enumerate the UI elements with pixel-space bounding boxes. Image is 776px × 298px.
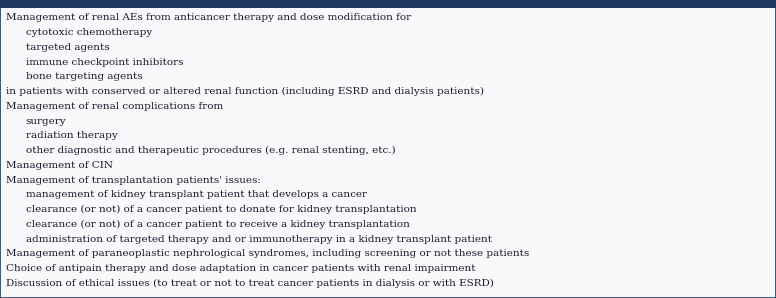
Text: Management of transplantation patients' issues:: Management of transplantation patients' …: [6, 176, 261, 184]
Text: Management of renal complications from: Management of renal complications from: [6, 102, 223, 111]
Text: Management of paraneoplastic nephrological syndromes, including screening or not: Management of paraneoplastic nephrologic…: [6, 249, 529, 258]
FancyBboxPatch shape: [0, 0, 776, 8]
Text: management of kidney transplant patient that develops a cancer: management of kidney transplant patient …: [26, 190, 366, 199]
Text: targeted agents: targeted agents: [26, 43, 109, 52]
Text: radiation therapy: radiation therapy: [26, 131, 117, 140]
Text: Discussion of ethical issues (to treat or not to treat cancer patients in dialys: Discussion of ethical issues (to treat o…: [6, 279, 494, 288]
Text: Management of CIN: Management of CIN: [6, 161, 113, 170]
Text: surgery: surgery: [26, 117, 66, 126]
Text: clearance (or not) of a cancer patient to receive a kidney transplantation: clearance (or not) of a cancer patient t…: [26, 220, 410, 229]
Text: cytotoxic chemotherapy: cytotoxic chemotherapy: [26, 28, 152, 37]
Text: Choice of antipain therapy and dose adaptation in cancer patients with renal imp: Choice of antipain therapy and dose adap…: [6, 264, 476, 273]
Text: in patients with conserved or altered renal function (including ESRD and dialysi: in patients with conserved or altered re…: [6, 87, 484, 96]
Text: Management of renal AEs from anticancer therapy and dose modification for: Management of renal AEs from anticancer …: [6, 13, 411, 22]
Text: clearance (or not) of a cancer patient to donate for kidney transplantation: clearance (or not) of a cancer patient t…: [26, 205, 416, 214]
Text: administration of targeted therapy and or immunotherapy in a kidney transplant p: administration of targeted therapy and o…: [26, 235, 492, 243]
Text: immune checkpoint inhibitors: immune checkpoint inhibitors: [26, 58, 183, 67]
Text: bone targeting agents: bone targeting agents: [26, 72, 142, 81]
Text: other diagnostic and therapeutic procedures (e.g. renal stenting, etc.): other diagnostic and therapeutic procedu…: [26, 146, 395, 155]
